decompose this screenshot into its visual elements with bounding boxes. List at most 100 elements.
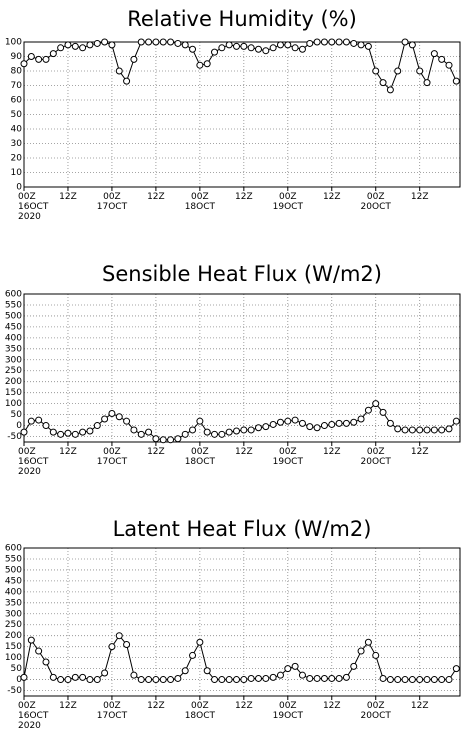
data-point: [42, 658, 50, 666]
data-point: [86, 676, 94, 684]
data-point: [313, 38, 321, 46]
data-point: [167, 436, 175, 444]
data-point: [196, 417, 204, 425]
x-tick-label: 12Z: [147, 192, 165, 202]
y-tick-label: -50: [7, 432, 22, 442]
data-point: [328, 38, 336, 46]
data-point: [247, 44, 255, 52]
x-tick-label: 12Z: [59, 701, 77, 711]
data-point: [211, 676, 219, 684]
data-point: [130, 426, 138, 434]
data-point: [379, 674, 387, 682]
data-point: [408, 41, 416, 49]
data-point: [233, 42, 241, 50]
data-point: [211, 48, 219, 56]
plot-frame: [23, 547, 461, 697]
y-tick-label: 600: [5, 290, 22, 300]
data-point: [438, 426, 446, 434]
data-point: [35, 647, 43, 655]
data-point: [423, 676, 431, 684]
data-point: [372, 400, 380, 408]
data-point: [42, 55, 50, 63]
y-tick-label: 200: [5, 631, 22, 641]
data-point: [408, 676, 416, 684]
data-point: [284, 665, 292, 673]
y-tick-label: 60: [11, 96, 23, 106]
y-tick-label: 450: [5, 576, 22, 586]
data-point: [386, 419, 394, 427]
data-point: [438, 55, 446, 63]
data-point: [438, 676, 446, 684]
data-point: [269, 673, 277, 681]
data-point: [335, 38, 343, 46]
data-point: [71, 673, 79, 681]
data-point: [71, 430, 79, 438]
x-tick-label: 00Z 19OCT: [272, 447, 303, 467]
x-tick-label: 00Z 17OCT: [96, 192, 128, 212]
x-tick-label: 12Z: [322, 447, 341, 457]
data-point: [342, 673, 350, 681]
y-tick-label: 500: [5, 565, 22, 575]
x-tick-label: 00Z 18OCT: [184, 701, 216, 721]
data-point: [115, 413, 123, 421]
data-point: [137, 38, 145, 46]
x-tick-label: 00Z 20OCT: [360, 701, 391, 721]
data-point: [35, 55, 43, 63]
data-point: [240, 426, 248, 434]
data-point: [430, 426, 438, 434]
data-point: [35, 416, 43, 424]
data-point: [364, 406, 372, 414]
y-tick-label: 150: [5, 388, 22, 398]
y-tick-label: 40: [11, 125, 23, 135]
data-point: [276, 418, 284, 426]
data-point: [159, 676, 167, 684]
data-point: [93, 39, 101, 47]
data-point: [101, 415, 109, 423]
data-point: [401, 38, 409, 46]
x-tick-label: 12Z: [410, 192, 429, 202]
data-point: [27, 53, 35, 60]
data-point: [20, 428, 28, 436]
data-point: [247, 426, 255, 434]
y-tick-label: 200: [5, 377, 22, 387]
data-point: [225, 41, 233, 49]
data-point: [64, 429, 72, 437]
x-tick-label: 12Z: [410, 701, 429, 711]
data-point: [203, 60, 211, 68]
x-tick-label: 00Z 16OCT 2020: [18, 447, 49, 477]
data-point: [313, 424, 321, 432]
data-point: [108, 409, 116, 417]
data-point: [401, 676, 409, 684]
x-tick-label: 00Z 17OCT: [96, 701, 128, 721]
data-point: [269, 420, 277, 428]
data-point: [364, 638, 372, 646]
plot-frame: [23, 293, 461, 443]
x-tick-label: 00Z 16OCT 2020: [18, 192, 49, 222]
data-point: [357, 415, 365, 423]
y-tick-label: 600: [5, 544, 22, 554]
data-point: [79, 673, 87, 681]
data-point: [20, 60, 28, 68]
data-point: [328, 420, 336, 428]
data-point: [364, 42, 372, 50]
data-point: [430, 50, 438, 58]
data-point: [445, 425, 453, 433]
data-point: [225, 676, 233, 684]
data-point: [57, 676, 65, 684]
data-point: [306, 423, 314, 431]
data-point: [423, 426, 431, 434]
x-tick-label: 00Z 20OCT: [360, 192, 391, 212]
x-tick-label: 00Z 16OCT 2020: [18, 701, 49, 731]
data-point: [452, 77, 460, 85]
x-tick-label: 00Z 17OCT: [96, 447, 128, 467]
data-point: [254, 45, 262, 53]
y-tick-label: 350: [5, 344, 22, 354]
data-point: [291, 44, 299, 52]
data-point: [416, 676, 424, 684]
data-point: [130, 55, 138, 63]
data-point: [108, 41, 116, 49]
data-point: [320, 674, 328, 682]
data-point: [342, 38, 350, 46]
x-tick-label: 00Z 19OCT: [272, 192, 303, 212]
data-point: [101, 669, 109, 677]
